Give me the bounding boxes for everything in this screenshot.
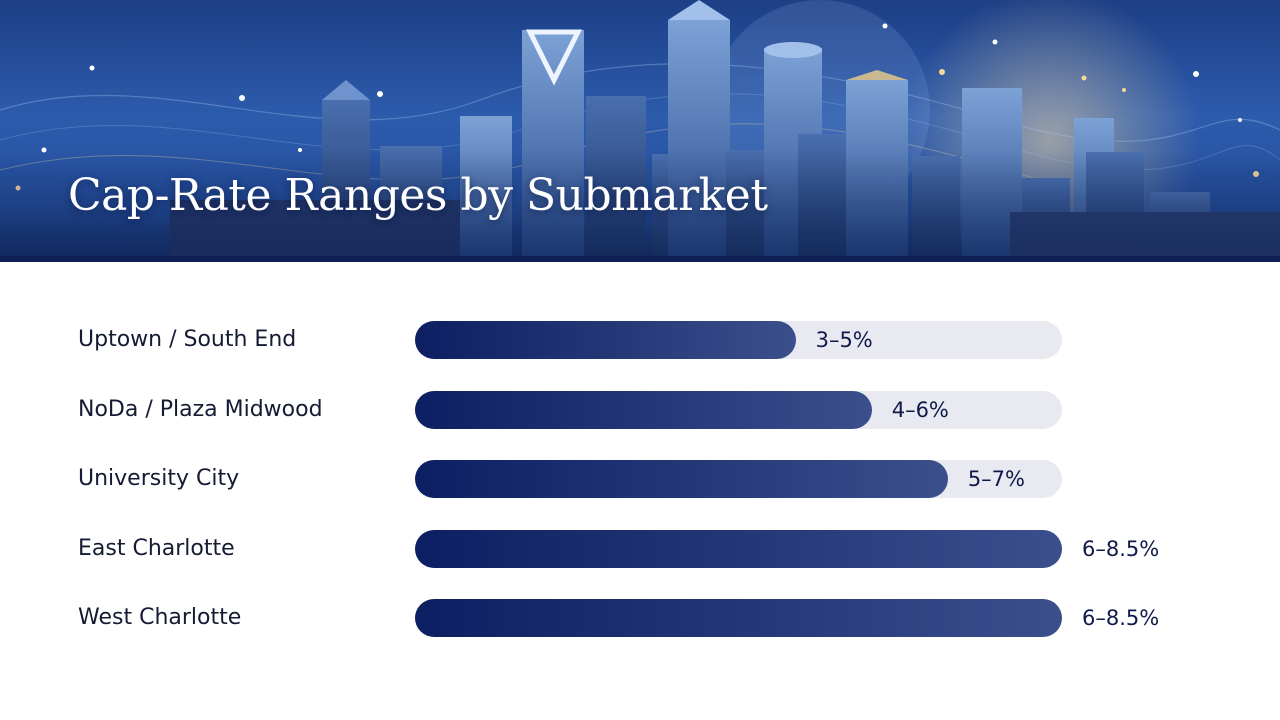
bar — [415, 460, 948, 498]
bar-track — [415, 390, 1062, 429]
bar — [415, 599, 1062, 637]
page-title: Cap-Rate Ranges by Submarket — [68, 170, 768, 221]
data-label: 4–6% — [891, 397, 949, 422]
city-skyline-illustration — [0, 0, 1280, 262]
category-label: West Charlotte — [78, 605, 242, 630]
bar — [415, 529, 1062, 568]
banner-divider — [0, 256, 1280, 262]
cap-rate-bar-chart: Uptown / South End 3–5% NoDa / Plaza Midwo… — [0, 262, 1280, 720]
data-label: 5–7% — [967, 467, 1025, 491]
bar-track — [415, 460, 1062, 498]
bar-track — [415, 599, 1062, 637]
category-label: East Charlotte — [78, 535, 235, 561]
bar — [415, 390, 872, 429]
header-banner: Cap-Rate Ranges by Submarket — [0, 0, 1280, 262]
category-label: Uptown / South End — [78, 327, 297, 352]
data-label: 6–8.5% — [1082, 606, 1160, 630]
data-label: 3–5% — [815, 328, 873, 352]
bar-track — [415, 529, 1062, 568]
category-label: University City — [78, 466, 240, 491]
bar — [415, 321, 796, 359]
data-label: 6–8.5% — [1082, 536, 1160, 561]
category-label: NoDa / Plaza Midwood — [78, 396, 323, 422]
bar-track — [415, 321, 1062, 359]
